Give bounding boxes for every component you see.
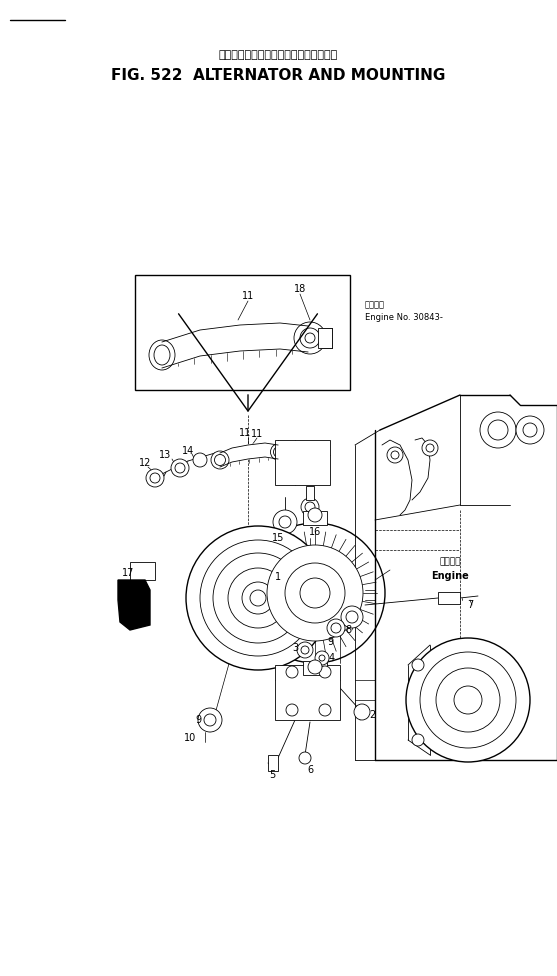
Circle shape — [198, 708, 222, 732]
Circle shape — [273, 510, 297, 534]
Bar — [303, 661, 327, 675]
Circle shape — [171, 459, 189, 477]
Circle shape — [286, 666, 298, 678]
Circle shape — [245, 523, 385, 663]
Ellipse shape — [149, 340, 175, 370]
Circle shape — [341, 606, 363, 628]
Ellipse shape — [271, 444, 286, 460]
Circle shape — [406, 638, 530, 762]
Circle shape — [297, 642, 313, 658]
Polygon shape — [118, 580, 150, 630]
Text: エンジン: エンジン — [439, 557, 461, 566]
Bar — [268, 755, 278, 771]
Text: 10: 10 — [184, 733, 196, 743]
Text: FIG. 522  ALTERNATOR AND MOUNTING: FIG. 522 ALTERNATOR AND MOUNTING — [111, 67, 445, 83]
Circle shape — [294, 322, 326, 354]
Text: Engine: Engine — [431, 571, 469, 581]
Text: 4: 4 — [329, 653, 335, 663]
Text: 2: 2 — [369, 710, 375, 720]
Bar — [135, 275, 350, 390]
Circle shape — [387, 447, 403, 463]
Circle shape — [301, 498, 319, 516]
Bar — [275, 665, 340, 720]
Text: 18: 18 — [294, 284, 306, 294]
Circle shape — [319, 666, 331, 678]
Bar — [303, 511, 327, 525]
Text: 5: 5 — [269, 770, 275, 780]
Circle shape — [422, 440, 438, 456]
Circle shape — [315, 651, 329, 665]
Text: 9: 9 — [195, 715, 201, 725]
Ellipse shape — [211, 451, 229, 469]
Circle shape — [354, 704, 370, 720]
Circle shape — [267, 545, 363, 641]
Bar — [438, 592, 460, 604]
Text: 12: 12 — [139, 458, 151, 468]
Text: 16: 16 — [309, 527, 321, 537]
Circle shape — [412, 659, 424, 671]
Text: 3: 3 — [292, 643, 298, 653]
Text: 11: 11 — [242, 291, 254, 301]
Text: 9: 9 — [327, 637, 333, 647]
Polygon shape — [162, 323, 308, 368]
Text: 17: 17 — [122, 568, 134, 578]
Text: 13: 13 — [159, 450, 171, 460]
Circle shape — [299, 752, 311, 764]
Circle shape — [193, 453, 207, 467]
Circle shape — [146, 469, 164, 487]
Bar — [275, 440, 330, 485]
Circle shape — [308, 508, 322, 522]
Text: 11: 11 — [239, 428, 251, 438]
Circle shape — [327, 619, 345, 637]
Bar — [318, 328, 332, 348]
Text: 14: 14 — [182, 446, 194, 456]
Circle shape — [319, 704, 331, 716]
Text: Engine No. 30843-: Engine No. 30843- — [365, 313, 443, 322]
Circle shape — [516, 416, 544, 444]
Circle shape — [286, 704, 298, 716]
Circle shape — [308, 660, 322, 674]
Circle shape — [480, 412, 516, 448]
Text: 15: 15 — [272, 533, 284, 543]
Bar — [306, 486, 314, 500]
Text: 6: 6 — [307, 765, 313, 775]
Text: オルタネータ　および　マウンティング: オルタネータ および マウンティング — [218, 50, 338, 60]
Polygon shape — [220, 443, 278, 467]
Text: 7: 7 — [467, 600, 473, 610]
Circle shape — [186, 526, 330, 670]
Bar — [130, 562, 155, 580]
Text: 8: 8 — [345, 625, 351, 635]
Text: 適用車輌: 適用車輌 — [365, 301, 385, 309]
Text: 1: 1 — [275, 572, 281, 582]
Text: 11: 11 — [251, 429, 263, 439]
Circle shape — [412, 734, 424, 746]
